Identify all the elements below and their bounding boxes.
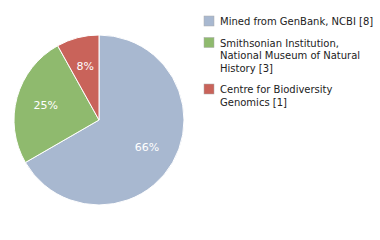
legend: Mined from GenBank, NCBI [8] Smithsonian … [204,16,373,108]
legend-label: Smithsonian Institution,National Museum … [220,38,360,74]
pie: 66% 25% 8% [14,35,184,205]
legend-item: Mined from GenBank, NCBI [8] [204,16,373,27]
legend-swatch [204,84,214,94]
pie-slice [14,46,99,163]
legend-item: Centre for BiodiversityGenomics [1] [204,84,333,108]
data-label: 25% [34,99,58,112]
legend-swatch [204,16,214,26]
legend-label: Mined from GenBank, NCBI [8] [220,16,373,27]
legend-swatch [204,38,214,48]
legend-item: Smithsonian Institution,National Museum … [204,38,360,74]
chart: 66% 25% 8% Mined from GenBank, NCBI [8] Smit… [0,0,380,240]
pie-slice [58,35,99,120]
data-label: 66% [135,141,159,154]
data-label: 8% [76,60,93,73]
legend-label: Centre for BiodiversityGenomics [1] [220,84,333,108]
